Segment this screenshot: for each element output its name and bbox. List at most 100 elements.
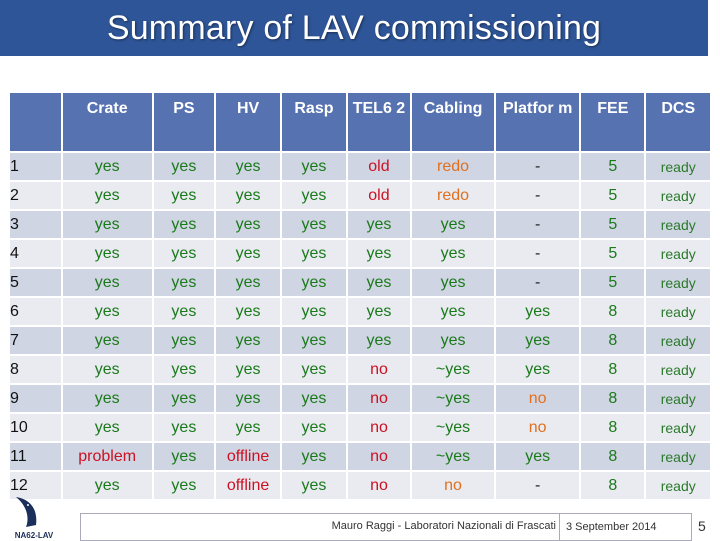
- cell-hv: yes: [216, 240, 280, 267]
- cell-ps: yes: [153, 298, 215, 325]
- cell-hv: yes: [216, 182, 280, 209]
- cell-platform: -: [496, 240, 580, 267]
- table-row: 12 yes yes offline yes no no -8 ready: [10, 472, 710, 499]
- header-cell: TEL6 2: [347, 93, 411, 151]
- cell-fee: 5: [581, 211, 645, 238]
- row-number: 10: [10, 414, 61, 441]
- cell-tel62: yes: [347, 240, 411, 267]
- row-number: 9: [10, 385, 61, 412]
- table-row: 2 yes yes yes yes old redo -5 ready: [10, 182, 710, 209]
- row-number: 1: [10, 153, 61, 180]
- cell-platform: -: [496, 153, 580, 180]
- cell-tel62: yes: [347, 327, 411, 354]
- table-row: 3 yes yes yes yes yes yes -5 ready: [10, 211, 710, 238]
- cell-dcs: ready: [646, 385, 710, 412]
- cell-crate: yes: [62, 414, 152, 441]
- cell-platform: yes: [496, 443, 580, 470]
- slide-title: Summary of LAV commissioning: [106, 8, 602, 47]
- commissioning-table: Crate PS HV Rasp TEL6 2 Cabling Platfor …: [8, 91, 712, 501]
- cell-hv: yes: [216, 211, 280, 238]
- cell-tel62: no: [347, 414, 411, 441]
- cell-fee: 5: [581, 153, 645, 180]
- cell-platform: yes: [496, 356, 580, 383]
- row-number: 3: [10, 211, 61, 238]
- cell-tel62: yes: [347, 211, 411, 238]
- cell-fee: 5: [581, 182, 645, 209]
- cell-platform: no: [496, 414, 580, 441]
- cell-fee: 8: [581, 443, 645, 470]
- cell-dcs: ready: [646, 153, 710, 180]
- cell-cabling: ~yes: [412, 356, 495, 383]
- cell-dcs: ready: [646, 443, 710, 470]
- header-cell: DCS: [646, 93, 710, 151]
- cell-cabling: no: [412, 472, 495, 499]
- header-cell: HV: [216, 93, 280, 151]
- header-cell: PS: [153, 93, 215, 151]
- header-cell: Cabling: [412, 93, 495, 151]
- cell-cabling: yes: [412, 240, 495, 267]
- cell-crate: yes: [62, 182, 152, 209]
- header-cell: Rasp: [281, 93, 346, 151]
- table-row: 10 yes yes yes yes no ~yes no 8 ready: [10, 414, 710, 441]
- row-number: 8: [10, 356, 61, 383]
- footer-date: 3 September 2014: [559, 514, 691, 540]
- cell-ps: yes: [153, 414, 215, 441]
- cell-dcs: ready: [646, 269, 710, 296]
- cell-rasp: yes: [281, 472, 346, 499]
- row-number: 12: [10, 472, 61, 499]
- cell-ps: yes: [153, 443, 215, 470]
- table-row: 6 yes yes yes yes yes yes yes 8 ready: [10, 298, 710, 325]
- cell-rasp: yes: [281, 356, 346, 383]
- cell-tel62: yes: [347, 269, 411, 296]
- cell-dcs: ready: [646, 240, 710, 267]
- cell-cabling: yes: [412, 298, 495, 325]
- row-number: 2: [10, 182, 61, 209]
- cell-platform: -: [496, 472, 580, 499]
- header-cell: Crate: [62, 93, 152, 151]
- cell-cabling: yes: [412, 211, 495, 238]
- cell-rasp: yes: [281, 182, 346, 209]
- cell-dcs: ready: [646, 298, 710, 325]
- cell-crate: yes: [62, 327, 152, 354]
- cell-cabling: ~yes: [412, 414, 495, 441]
- svg-text:NA62-LAV: NA62-LAV: [15, 531, 54, 540]
- table-row: 8 yes yes yes yes no ~yes yes 8 ready: [10, 356, 710, 383]
- cell-tel62: no: [347, 385, 411, 412]
- cell-platform: -: [496, 211, 580, 238]
- cell-fee: 5: [581, 240, 645, 267]
- cell-crate: yes: [62, 298, 152, 325]
- cell-rasp: yes: [281, 414, 346, 441]
- cell-tel62: no: [347, 356, 411, 383]
- table-row: 7 yes yes yes yes yes yes yes 8 ready: [10, 327, 710, 354]
- cell-dcs: ready: [646, 472, 710, 499]
- cell-hv: yes: [216, 327, 280, 354]
- table-row: 5 yes yes yes yes yes yes -5 ready: [10, 269, 710, 296]
- cell-fee: 8: [581, 356, 645, 383]
- row-number: 4: [10, 240, 61, 267]
- cell-crate: yes: [62, 211, 152, 238]
- cell-crate: yes: [62, 153, 152, 180]
- cell-hv: yes: [216, 269, 280, 296]
- row-number: 11: [10, 443, 61, 470]
- cell-platform: yes: [496, 298, 580, 325]
- cell-tel62: yes: [347, 298, 411, 325]
- cell-ps: yes: [153, 211, 215, 238]
- cell-platform: yes: [496, 327, 580, 354]
- cell-ps: yes: [153, 269, 215, 296]
- cell-hv: offline: [216, 472, 280, 499]
- cell-rasp: yes: [281, 240, 346, 267]
- table-row: 9 yes yes yes yes no ~yes no 8 ready: [10, 385, 710, 412]
- cell-ps: yes: [153, 356, 215, 383]
- header-row: Crate PS HV Rasp TEL6 2 Cabling Platfor …: [10, 93, 710, 151]
- cell-dcs: ready: [646, 356, 710, 383]
- row-number: 5: [10, 269, 61, 296]
- cell-cabling: redo: [412, 182, 495, 209]
- cell-fee: 8: [581, 327, 645, 354]
- cell-tel62: no: [347, 472, 411, 499]
- cell-hv: yes: [216, 153, 280, 180]
- cell-crate: yes: [62, 240, 152, 267]
- cell-hv: yes: [216, 298, 280, 325]
- cell-rasp: yes: [281, 443, 346, 470]
- cell-rasp: yes: [281, 153, 346, 180]
- cell-rasp: yes: [281, 327, 346, 354]
